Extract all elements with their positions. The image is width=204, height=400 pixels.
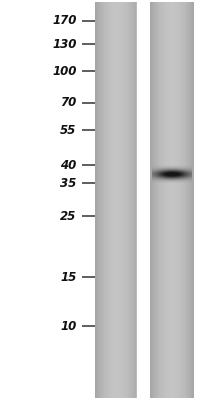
Text: 25: 25 bbox=[60, 210, 76, 222]
Bar bbox=[137, 2, 142, 398]
Text: 40: 40 bbox=[60, 159, 76, 172]
Text: 35: 35 bbox=[60, 177, 76, 190]
Text: 170: 170 bbox=[52, 14, 76, 27]
Text: 70: 70 bbox=[60, 96, 76, 109]
Text: 100: 100 bbox=[52, 65, 76, 78]
Text: 10: 10 bbox=[60, 320, 76, 332]
Text: 15: 15 bbox=[60, 271, 76, 284]
Text: 130: 130 bbox=[52, 38, 76, 50]
Text: 55: 55 bbox=[60, 124, 76, 137]
